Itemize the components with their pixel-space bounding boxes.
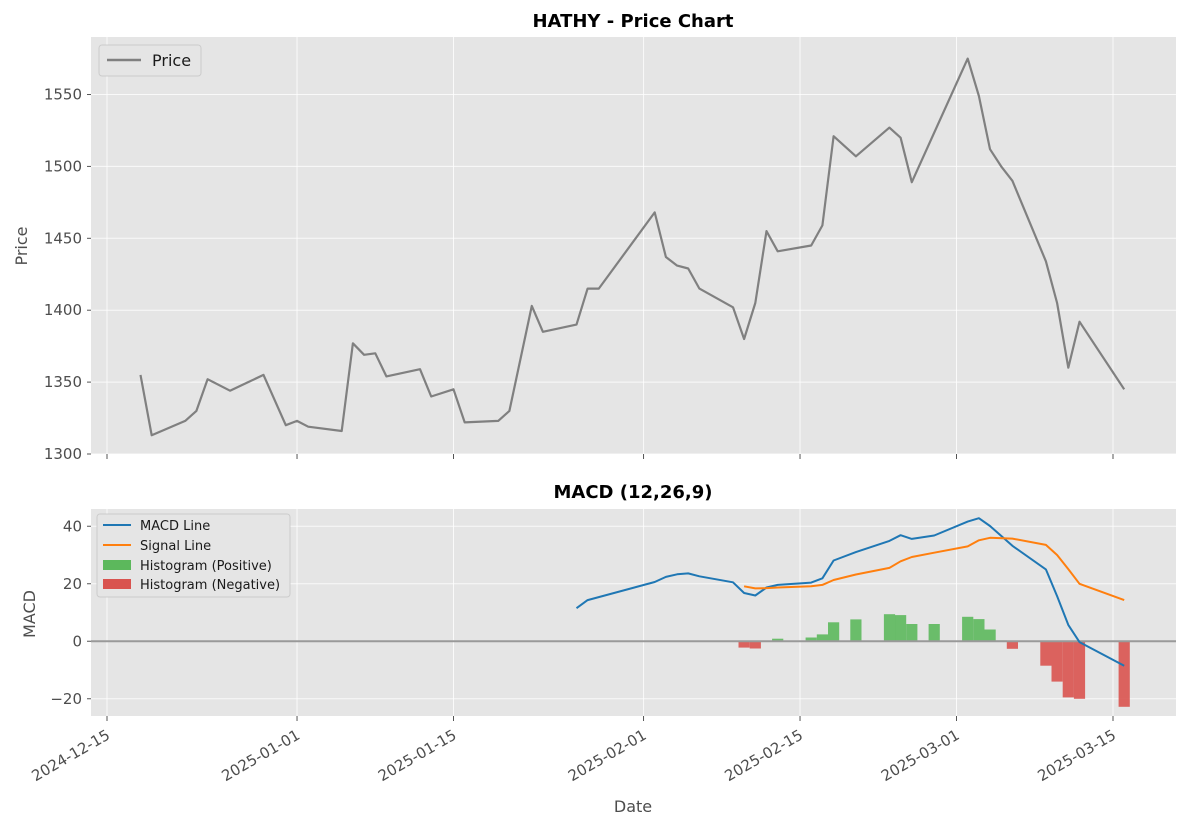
histogram-bar-positive xyxy=(805,637,817,642)
price-y-tick-label: 1550 xyxy=(44,86,82,104)
x-tick-label: 2025-02-15 xyxy=(722,726,807,785)
histogram-bar-negative xyxy=(1062,641,1074,698)
macd-legend-label-macd: MACD Line xyxy=(140,519,210,534)
price-y-tick-label: 1300 xyxy=(44,445,82,463)
x-tick-label: 2025-03-15 xyxy=(1034,726,1119,785)
price-x-ticks xyxy=(106,454,1114,459)
histogram-bar-negative xyxy=(1051,641,1063,682)
price-legend: Price xyxy=(98,44,202,77)
histogram-bar-positive xyxy=(895,615,907,642)
price-y-tick-label: 1350 xyxy=(44,373,82,391)
histogram-bar-positive xyxy=(828,622,840,642)
signal-line xyxy=(743,536,1125,602)
macd-x-ticks: 2024-12-15 2025-01-01 2025-01-15 2025-02-01… xyxy=(28,716,1119,785)
macd-legend-label-hist-pos: Histogram (Positive) xyxy=(140,559,272,574)
price-legend-label: Price xyxy=(152,51,191,70)
histogram-bar-positive xyxy=(772,638,784,642)
macd-legend-label-signal: Signal Line xyxy=(140,539,211,554)
price-panel: HATHY - Price Chart 1300 1350 1400 1450 1500… xyxy=(12,11,1176,463)
histogram-bar-positive xyxy=(973,619,985,642)
histogram-bar-negative xyxy=(1040,641,1052,666)
histogram-bar-negative xyxy=(1118,641,1130,707)
macd-y-ticks: −20 0 20 40 xyxy=(50,517,91,708)
histogram-bar-positive xyxy=(906,624,918,642)
price-y-tick-label: 1450 xyxy=(44,229,82,247)
histogram-bar-negative xyxy=(749,641,761,649)
histogram-bar-positive xyxy=(962,616,974,642)
macd-legend-label-hist-neg: Histogram (Negative) xyxy=(140,578,280,593)
x-tick-label: 2025-03-01 xyxy=(878,726,963,785)
macd-chart-title: MACD (12,26,9) xyxy=(553,482,712,503)
price-plot-background xyxy=(91,37,1176,454)
price-y-axis-label: Price xyxy=(12,226,31,265)
histogram-bar-positive xyxy=(883,614,896,642)
macd-panel: MACD (12,26,9) −20 0 20 40 2024-12-15 2025-0… xyxy=(20,482,1176,816)
price-y-tick-label: 1400 xyxy=(44,301,82,319)
macd-legend-box xyxy=(96,513,291,598)
price-series xyxy=(139,57,1126,437)
price-y-ticks: 1300 1350 1400 1450 1500 1550 xyxy=(44,86,91,463)
histogram-bar-negative xyxy=(738,641,750,648)
price-chart-title: HATHY - Price Chart xyxy=(532,11,733,32)
histogram-bar-negative xyxy=(1006,641,1018,649)
macd-line xyxy=(575,517,1125,667)
x-axis-label: Date xyxy=(614,797,652,816)
histogram-bar-positive xyxy=(928,624,940,642)
price-line xyxy=(139,57,1126,437)
macd-y-tick-label: 40 xyxy=(63,517,82,535)
x-tick-label: 2024-12-15 xyxy=(28,726,113,785)
macd-y-tick-label: 20 xyxy=(63,575,82,593)
x-tick-label: 2025-01-01 xyxy=(219,726,304,785)
macd-histogram xyxy=(738,614,1130,707)
price-y-tick-label: 1500 xyxy=(44,157,82,175)
histogram-bar-negative xyxy=(1073,641,1086,699)
macd-y-tick-label: −20 xyxy=(50,690,82,708)
macd-legend: MACD Line Signal Line Histogram (Positiv… xyxy=(96,513,291,598)
macd-y-axis-label: MACD xyxy=(20,590,39,638)
histogram-bar-positive xyxy=(984,629,996,642)
x-tick-label: 2025-01-15 xyxy=(375,726,460,785)
macd-series xyxy=(575,517,1125,667)
price-gridlines xyxy=(91,37,1176,455)
price-legend-box xyxy=(98,44,202,77)
macd-legend-swatch-hist-pos xyxy=(103,560,131,570)
x-tick-label: 2025-02-01 xyxy=(565,726,650,785)
histogram-bar-positive xyxy=(816,634,828,642)
macd-y-tick-label: 0 xyxy=(72,632,82,650)
macd-legend-swatch-hist-neg xyxy=(103,579,131,589)
histogram-bar-positive xyxy=(850,619,862,642)
